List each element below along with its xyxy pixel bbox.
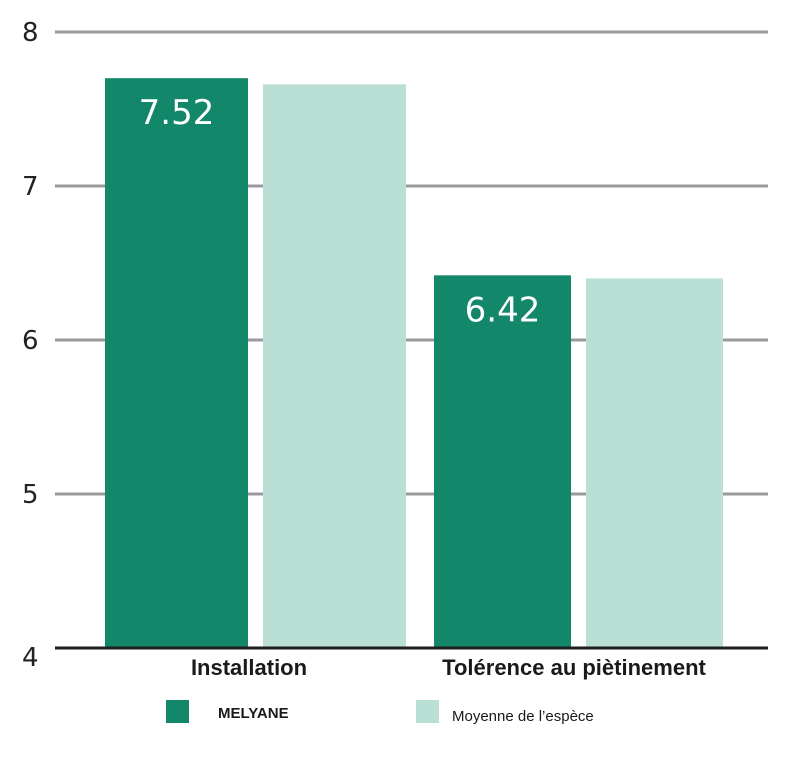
y-tick-label: 8 [22, 18, 39, 48]
bar-moyenne-0 [263, 84, 406, 649]
legend-swatch-melyane [166, 700, 189, 723]
category-label: Tolérence au piètinement [442, 655, 706, 680]
bar-moyenne-1 [586, 278, 723, 648]
y-tick-label: 7 [22, 172, 39, 202]
y-tick-label: 6 [22, 326, 39, 356]
legend: MELYANE Moyenne de l’espèce [166, 700, 594, 725]
labels: 4 5 6 7 8 7.52 6.42 Installation Tolérence au pi… [22, 18, 707, 680]
legend-swatch-moyenne [416, 700, 439, 723]
y-tick-label: 5 [22, 480, 39, 510]
bar-melyane-1 [434, 275, 571, 648]
bars [105, 78, 723, 649]
data-label: 6.42 [465, 290, 541, 330]
y-tick-label: 4 [22, 643, 39, 673]
bar-melyane-0 [105, 78, 248, 648]
legend-label-melyane: MELYANE [218, 705, 289, 722]
data-label: 7.52 [139, 93, 215, 133]
category-label: Installation [191, 655, 307, 680]
legend-label-moyenne: Moyenne de l’espèce [452, 708, 594, 725]
